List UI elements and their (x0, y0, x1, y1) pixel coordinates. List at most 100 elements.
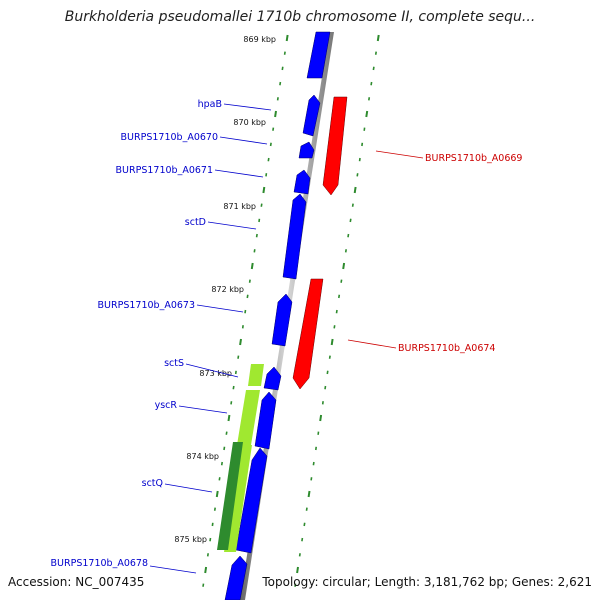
tick-mark (330, 338, 334, 346)
gene-label-BURPS1710b_A0671[interactable]: BURPS1710b_A0671 (116, 165, 213, 176)
tick-mark (372, 66, 375, 71)
tick-mark (206, 553, 209, 557)
reverse-gene-track (292, 96, 348, 390)
feature-yscR-light[interactable] (237, 390, 260, 445)
kbp-tick-label: 874 kbp (186, 452, 219, 461)
tick-mark (307, 490, 311, 498)
tick-mark (305, 507, 308, 511)
tick-mark (274, 110, 277, 118)
tick-mark (202, 583, 205, 587)
kbp-scale: 869 kbp 870 kbp 871 kbp 872 kbp 873 kbp … (174, 35, 276, 544)
gene-label-BURPS1710b_A0670[interactable]: BURPS1710b_A0670 (121, 132, 218, 143)
tick-mark (335, 309, 338, 314)
tick-mark (255, 233, 258, 238)
kbp-tick-label: 869 kbp (243, 35, 276, 44)
genome-summary-text: Topology: circular; Length: 3,181,762 bp… (262, 575, 592, 589)
tick-mark (215, 490, 219, 498)
tick-mark (232, 385, 235, 390)
gene-label-yscR[interactable]: yscR (155, 400, 178, 411)
gene-label-sctD[interactable]: sctD (185, 217, 206, 228)
gene-block-top[interactable] (306, 31, 331, 79)
gene-hpaB[interactable] (302, 94, 321, 137)
tick-mark (218, 477, 221, 481)
leader-line (219, 136, 268, 145)
tick-mark (340, 279, 343, 283)
gene-BURPS1710b_A0670[interactable] (298, 141, 315, 159)
gene-BURPS1710b_A0671[interactable] (293, 169, 311, 195)
tick-mark (301, 537, 304, 542)
left-tick-track (202, 34, 289, 587)
tick-mark (281, 66, 284, 71)
tick-mark (260, 203, 263, 207)
leader-line (185, 363, 239, 378)
tick-mark (283, 51, 286, 55)
reverse-gene-labels: BURPS1710b_A0669 BURPS1710b_A0674 (347, 150, 522, 354)
tick-mark (353, 186, 357, 194)
leader-line (149, 565, 197, 574)
feature-sctS-light[interactable] (248, 364, 264, 386)
gene-sctQ[interactable] (235, 447, 268, 554)
tick-mark (370, 81, 373, 86)
leader-line (214, 169, 264, 178)
tick-mark (296, 566, 299, 574)
leader-line (178, 405, 228, 414)
gene-BURPS1710b_A0673[interactable] (271, 293, 293, 347)
forward-gene-track (224, 31, 331, 600)
leader-line (164, 483, 213, 493)
tick-mark (368, 97, 371, 101)
tick-mark (230, 401, 233, 405)
kbp-tick-label: 873 kbp (199, 369, 232, 378)
tick-mark (223, 446, 226, 451)
tick-mark (269, 142, 272, 147)
tick-mark (262, 186, 266, 194)
tick-mark (250, 262, 254, 270)
leader-line (207, 221, 257, 230)
tick-mark (326, 370, 329, 375)
tick-mark (294, 583, 297, 587)
leader-line (375, 150, 424, 159)
gene-sctD[interactable] (282, 193, 307, 280)
gene-label-BURPS1710b_A0673[interactable]: BURPS1710b_A0673 (98, 300, 195, 311)
tick-mark (225, 431, 228, 435)
gene-BURPS1710b_A0678[interactable] (224, 555, 248, 600)
tick-mark (239, 338, 242, 346)
gene-BURPS1710b_A0669[interactable] (322, 96, 348, 196)
forward-gene-labels: hpaB BURPS1710b_A0670 BURPS1710b_A0671 s… (51, 99, 272, 574)
feature-sctQ-dark[interactable] (217, 442, 243, 550)
feature-track (217, 364, 264, 552)
tick-mark (276, 97, 279, 101)
tick-mark (319, 414, 323, 422)
gene-label-BURPS1710b_A0678[interactable]: BURPS1710b_A0678 (51, 558, 148, 569)
tick-mark (227, 414, 231, 422)
tick-mark (267, 157, 270, 162)
map-title: Burkholderia pseudomallei 1710b chromoso… (64, 9, 536, 25)
tick-mark (312, 461, 315, 466)
leader-line (196, 304, 244, 313)
gene-label-BURPS1710b_A0674[interactable]: BURPS1710b_A0674 (398, 343, 495, 354)
tick-mark (338, 294, 341, 299)
accession-text: Accession: NC_007435 (8, 575, 145, 589)
tick-mark (349, 218, 352, 223)
gene-yscR[interactable] (254, 391, 277, 450)
gene-BURPS1710b_A0674[interactable] (292, 278, 324, 390)
tick-mark (303, 522, 306, 527)
tick-mark (356, 173, 359, 177)
tick-mark (333, 325, 336, 329)
tick-mark (209, 537, 212, 542)
gene-sctS[interactable] (263, 366, 282, 391)
tick-mark (365, 110, 369, 118)
tick-mark (298, 553, 301, 557)
tick-mark (351, 203, 354, 207)
gene-label-hpaB[interactable]: hpaB (198, 99, 222, 110)
leader-line (223, 103, 272, 111)
right-tick-track (294, 34, 380, 587)
tick-mark (374, 51, 377, 55)
gene-label-sctQ[interactable]: sctQ (142, 478, 163, 489)
tick-mark (285, 34, 289, 42)
tick-mark (213, 507, 216, 511)
tick-mark (244, 309, 247, 314)
tick-mark (246, 294, 249, 299)
gene-label-BURPS1710b_A0669[interactable]: BURPS1710b_A0669 (425, 153, 522, 164)
tick-mark (310, 477, 313, 481)
gene-label-sctS[interactable]: sctS (164, 358, 184, 369)
